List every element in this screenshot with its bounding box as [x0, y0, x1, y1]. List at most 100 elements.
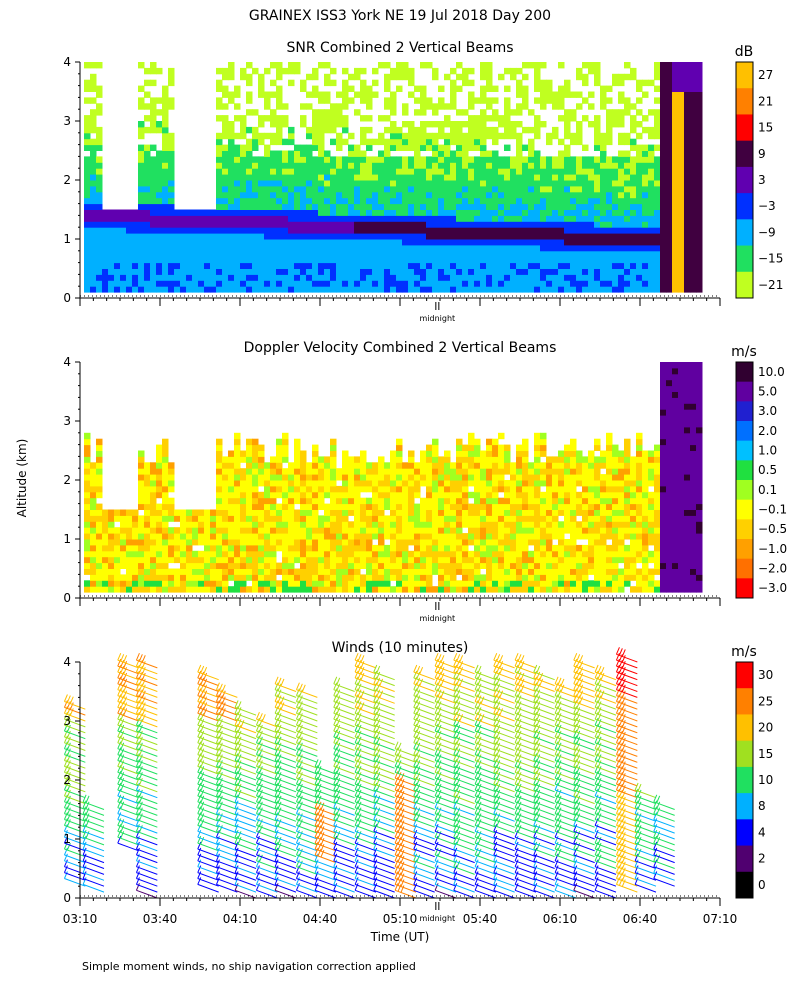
- snr-cell: [606, 251, 613, 257]
- snr-cell: [162, 103, 169, 109]
- snr-cell: [450, 80, 457, 86]
- snr-cell: [528, 269, 535, 275]
- velocity-cell: [120, 539, 127, 545]
- velocity-cell: [282, 451, 289, 457]
- velocity-cell: [516, 527, 523, 533]
- snr-cell: [654, 74, 661, 80]
- snr-cell: [432, 192, 439, 198]
- velocity-cell: [402, 569, 409, 575]
- snr-cell: [384, 151, 391, 157]
- velocity-cell: [528, 551, 535, 557]
- velocity-cell: [492, 574, 499, 580]
- velocity-cell: [150, 574, 157, 580]
- snr-cell: [486, 97, 493, 103]
- velocity-cell: [168, 504, 175, 510]
- velocity-cell: [294, 492, 301, 498]
- snr-cell: [96, 263, 103, 269]
- velocity-cell: [258, 515, 265, 521]
- velocity-cell: [462, 563, 469, 569]
- velocity-cell: [294, 498, 301, 504]
- snr-cell: [654, 127, 661, 133]
- snr-cell: [690, 133, 697, 139]
- velocity-cell: [228, 468, 235, 474]
- velocity-cell: [408, 462, 415, 468]
- snr-cell: [564, 151, 571, 157]
- velocity-cell: [222, 539, 229, 545]
- y-tick-label: 2: [63, 173, 71, 187]
- snr-cell: [270, 245, 277, 251]
- velocity-cell: [282, 486, 289, 492]
- snr-cell: [378, 133, 385, 139]
- snr-cell: [540, 245, 547, 251]
- velocity-cell: [246, 563, 253, 569]
- snr-cell: [420, 121, 427, 127]
- velocity-cell: [360, 574, 367, 580]
- velocity-cell: [318, 563, 325, 569]
- snr-cell: [660, 280, 667, 286]
- velocity-cell: [396, 580, 403, 586]
- snr-cell: [516, 192, 523, 198]
- snr-cell: [618, 168, 625, 174]
- snr-cell: [162, 245, 169, 251]
- velocity-cell: [492, 510, 499, 516]
- snr-cell: [96, 186, 103, 192]
- snr-cell: [552, 204, 559, 210]
- velocity-cell: [504, 574, 511, 580]
- snr-cell: [408, 263, 415, 269]
- snr-cell: [216, 239, 223, 245]
- snr-cell: [438, 151, 445, 157]
- snr-cell: [432, 239, 439, 245]
- snr-cell: [132, 269, 139, 275]
- snr-cell: [324, 62, 331, 68]
- snr-cell: [372, 139, 379, 145]
- velocity-cell: [312, 539, 319, 545]
- snr-cell: [594, 139, 601, 145]
- snr-cell: [114, 233, 121, 239]
- velocity-cell: [522, 545, 529, 551]
- snr-cell: [348, 151, 355, 157]
- snr-cell: [516, 92, 523, 98]
- velocity-cell: [534, 480, 541, 486]
- snr-cell: [234, 186, 241, 192]
- snr-cell: [408, 198, 415, 204]
- snr-cell: [618, 151, 625, 157]
- snr-cell: [408, 92, 415, 98]
- velocity-cell: [162, 474, 169, 480]
- velocity-cell: [294, 551, 301, 557]
- snr-cell: [138, 221, 145, 227]
- snr-cell: [564, 263, 571, 269]
- snr-cell: [456, 156, 463, 162]
- velocity-cell: [390, 551, 397, 557]
- velocity-cell: [426, 551, 433, 557]
- snr-cell: [342, 156, 349, 162]
- velocity-cell: [306, 510, 313, 516]
- snr-cell: [666, 198, 673, 204]
- snr-cell: [684, 68, 691, 74]
- velocity-cell: [582, 569, 589, 575]
- snr-cell: [636, 156, 643, 162]
- snr-cell: [672, 239, 679, 245]
- snr-cell: [360, 263, 367, 269]
- velocity-cell: [132, 586, 139, 592]
- velocity-cell: [84, 474, 91, 480]
- snr-cell: [258, 80, 265, 86]
- snr-cell: [618, 139, 625, 145]
- snr-cell: [684, 251, 691, 257]
- snr-cell: [582, 280, 589, 286]
- snr-cell: [636, 145, 643, 151]
- velocity-cell: [462, 456, 469, 462]
- snr-cell: [606, 280, 613, 286]
- velocity-cell: [492, 539, 499, 545]
- snr-cell: [654, 186, 661, 192]
- snr-cell: [396, 215, 403, 221]
- snr-cell: [138, 151, 145, 157]
- snr-cell: [282, 280, 289, 286]
- snr-cell: [690, 227, 697, 233]
- velocity-cell: [498, 563, 505, 569]
- snr-cell: [618, 239, 625, 245]
- velocity-cell: [132, 527, 139, 533]
- snr-cell: [534, 162, 541, 168]
- snr-cell: [558, 174, 565, 180]
- snr-cell: [606, 162, 613, 168]
- snr-cell: [150, 174, 157, 180]
